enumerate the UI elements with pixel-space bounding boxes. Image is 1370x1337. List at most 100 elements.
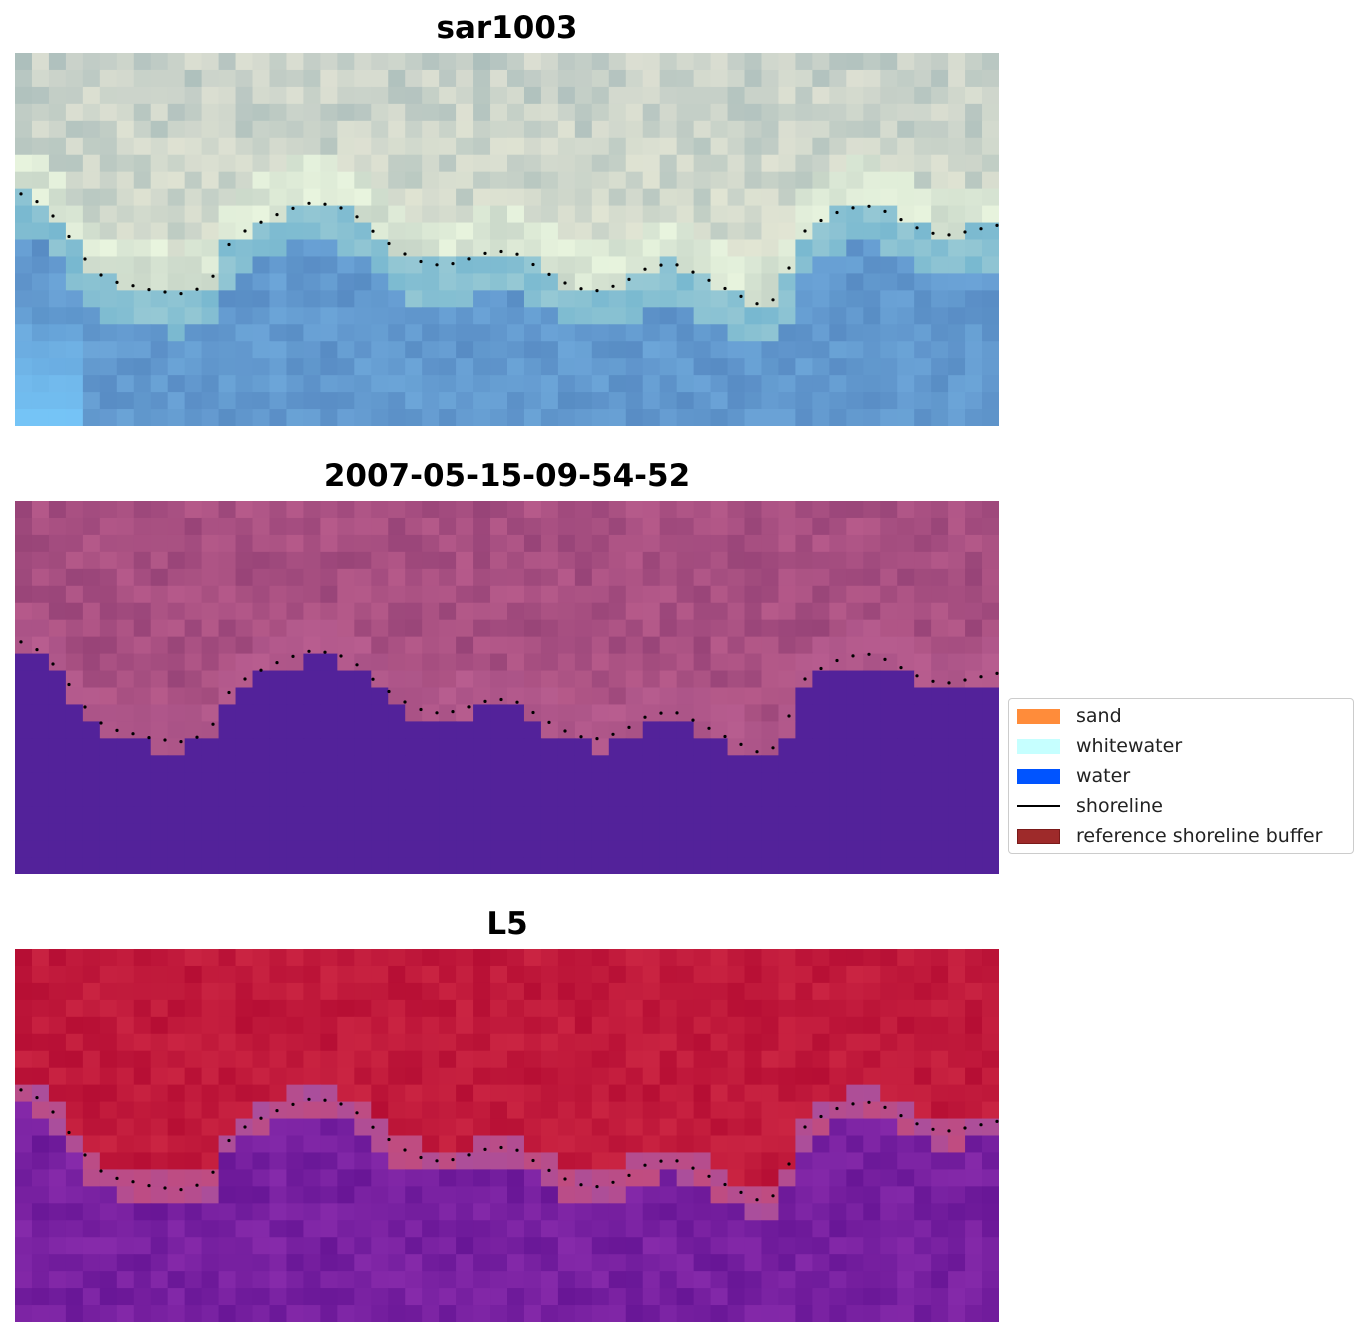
shoreline-point <box>915 674 919 678</box>
raster-pixel <box>456 1050 474 1069</box>
raster-pixel <box>625 1033 644 1052</box>
shoreline-point <box>947 233 951 237</box>
raster-pixel <box>574 857 593 874</box>
raster-pixel <box>48 949 67 967</box>
raster-pixel <box>965 653 983 672</box>
raster-pixel <box>931 823 949 841</box>
raster-pixel <box>303 965 321 984</box>
raster-pixel <box>65 341 84 359</box>
raster-pixel <box>642 806 661 824</box>
raster-pixel <box>795 857 813 874</box>
raster-pixel <box>201 823 220 841</box>
raster-pixel <box>15 1033 33 1052</box>
raster-pixel <box>727 789 746 807</box>
raster-pixel <box>642 653 661 672</box>
raster-pixel <box>574 568 593 587</box>
raster-pixel <box>880 999 898 1018</box>
raster-pixel <box>812 1271 830 1289</box>
raster-pixel <box>829 857 847 874</box>
raster-pixel <box>354 1203 372 1221</box>
raster-pixel <box>405 171 423 190</box>
raster-pixel <box>320 1288 338 1306</box>
raster-pixel <box>982 568 999 587</box>
raster-pixel <box>133 1050 152 1069</box>
raster-pixel <box>880 1254 898 1272</box>
raster-pixel <box>201 1101 220 1120</box>
raster-pixel <box>744 171 763 190</box>
raster-pixel <box>982 534 999 553</box>
raster-pixel <box>31 857 50 874</box>
raster-pixel <box>371 501 389 519</box>
raster-pixel <box>574 1101 593 1120</box>
raster-pixel <box>388 222 406 241</box>
raster-pixel <box>931 789 949 807</box>
raster-pixel <box>965 857 983 874</box>
shoreline-point <box>67 682 71 687</box>
shoreline-point <box>643 267 647 271</box>
raster-pixel <box>540 1084 559 1103</box>
raster-pixel <box>286 501 305 519</box>
raster-pixel <box>693 501 712 519</box>
raster-pixel <box>184 1118 203 1137</box>
raster-pixel <box>897 1067 915 1086</box>
raster-pixel <box>490 307 508 325</box>
raster-pixel <box>642 1220 661 1238</box>
raster-pixel <box>778 154 797 173</box>
raster-pixel <box>133 653 152 672</box>
shoreline-point <box>691 1166 695 1170</box>
raster-pixel <box>371 222 389 241</box>
raster-pixel <box>591 409 610 426</box>
raster-pixel <box>235 171 254 190</box>
raster-pixel <box>676 1135 695 1154</box>
raster-pixel <box>829 307 847 325</box>
raster-pixel <box>184 1271 203 1289</box>
raster-pixel <box>965 137 983 156</box>
raster-pixel <box>235 721 254 739</box>
raster-pixel <box>65 1169 84 1187</box>
raster-pixel <box>82 409 101 426</box>
raster-pixel <box>795 1135 813 1154</box>
raster-pixel <box>48 1288 67 1306</box>
raster-pixel <box>116 53 135 71</box>
raster-pixel <box>218 1067 237 1086</box>
raster-pixel <box>218 721 237 739</box>
raster-pixel <box>167 704 186 722</box>
shoreline-point <box>595 737 599 741</box>
raster-pixel <box>795 137 813 156</box>
raster-pixel <box>540 358 559 376</box>
shoreline-point <box>147 736 151 740</box>
raster-pixel <box>320 188 338 207</box>
raster-pixel <box>235 636 254 655</box>
raster-pixel <box>133 375 152 393</box>
raster-pixel <box>48 1237 67 1255</box>
raster-pixel <box>659 1152 678 1170</box>
raster-pixel <box>914 1033 932 1052</box>
raster-pixel <box>422 840 440 858</box>
raster-pixel <box>880 568 898 587</box>
raster-pixel <box>846 375 864 393</box>
raster-pixel <box>948 1254 966 1272</box>
shoreline-point <box>483 1147 487 1151</box>
raster-pixel <box>201 949 220 967</box>
raster-pixel <box>150 53 169 71</box>
raster-pixel <box>354 999 372 1018</box>
raster-pixel <box>252 120 271 139</box>
raster-pixel <box>659 154 678 173</box>
raster-pixel <box>744 721 763 739</box>
raster-pixel <box>914 982 932 1001</box>
shoreline-point <box>179 292 183 296</box>
raster-pixel <box>507 1271 525 1289</box>
raster-pixel <box>320 949 338 967</box>
raster-pixel <box>439 1237 457 1255</box>
raster-pixel <box>557 154 576 173</box>
raster-pixel <box>540 1118 559 1137</box>
raster-pixel <box>778 755 797 773</box>
raster-pixel <box>846 517 864 536</box>
raster-pixel <box>982 789 999 807</box>
raster-pixel <box>965 1135 983 1154</box>
raster-pixel <box>863 1288 881 1306</box>
raster-pixel <box>490 239 508 258</box>
raster-pixel <box>642 772 661 790</box>
raster-pixel <box>880 789 898 807</box>
raster-pixel <box>167 1050 186 1069</box>
